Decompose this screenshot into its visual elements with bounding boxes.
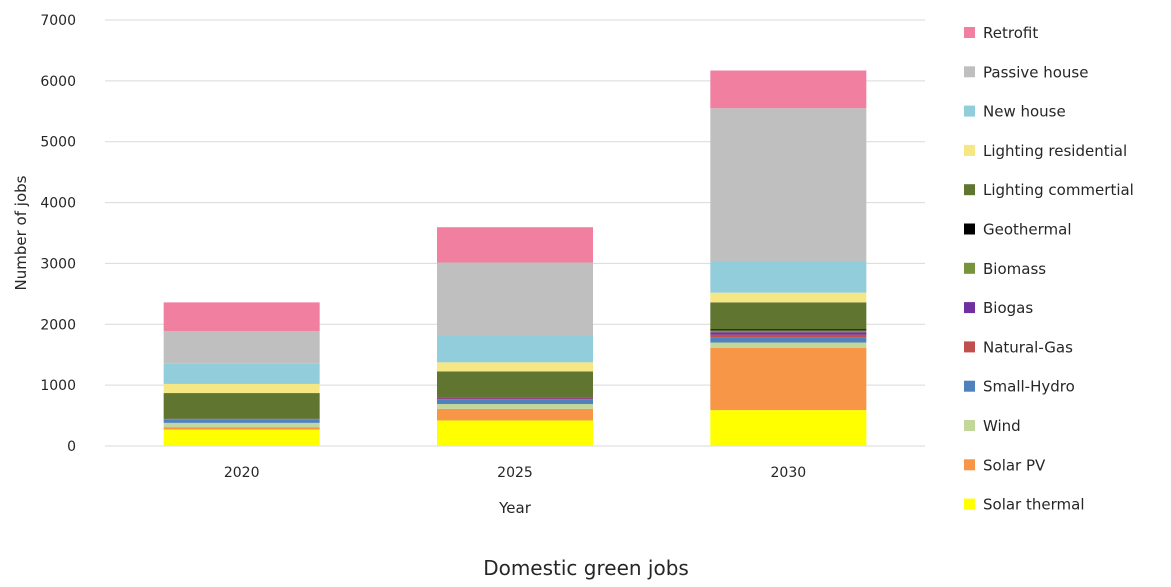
bar-segment <box>164 331 320 363</box>
x-tick-label: 2025 <box>497 465 533 481</box>
legend-swatch <box>964 224 975 235</box>
legend-label: Biomass <box>983 260 1046 278</box>
legend-label: Lighting commertial <box>983 181 1134 199</box>
legend-swatch <box>964 420 975 431</box>
y-tick-label: 2000 <box>40 317 76 333</box>
bars <box>164 71 867 446</box>
bar-segment <box>437 362 593 371</box>
legend-swatch <box>964 27 975 38</box>
legend-label: Passive house <box>983 63 1088 81</box>
bar-segment <box>710 335 866 338</box>
bar-segment <box>710 302 866 329</box>
bar-segment <box>164 418 320 419</box>
bar-segment <box>710 338 866 343</box>
x-tick-label: 2020 <box>224 465 260 481</box>
legend-label: Solar PV <box>983 456 1046 474</box>
bar-segment <box>437 371 593 397</box>
y-tick-label: 4000 <box>40 196 76 212</box>
legend-swatch <box>964 184 975 195</box>
x-axis-title: Year <box>498 499 532 517</box>
y-axis-title: Number of jobs <box>12 175 30 290</box>
legend-label: New house <box>983 103 1066 121</box>
legend: Retrofit Passive house New house Lighting r… <box>964 24 1134 514</box>
legend-label: Small-Hydro <box>983 378 1075 396</box>
legend-swatch <box>964 66 975 77</box>
bar-segment <box>437 399 593 404</box>
bar-segment <box>164 430 320 446</box>
bar-segment <box>164 363 320 384</box>
y-tick-label: 0 <box>67 439 76 455</box>
bar-segment <box>710 293 866 303</box>
bar-segment <box>437 263 593 336</box>
legend-label: Wind <box>983 417 1021 435</box>
bar-segment <box>164 393 320 418</box>
bar-segment <box>710 348 866 410</box>
y-tick-label: 3000 <box>40 256 76 272</box>
bar-segment <box>164 384 320 393</box>
bar-segment <box>437 397 593 398</box>
legend-swatch <box>964 145 975 156</box>
legend-label: Biogas <box>983 299 1033 317</box>
chart-title: Domestic green jobs <box>483 556 689 580</box>
bar-segment <box>710 261 866 293</box>
legend-swatch <box>964 459 975 470</box>
bar-segment <box>164 302 320 331</box>
y-tick-label: 6000 <box>40 74 76 90</box>
bar-segment <box>164 419 320 420</box>
bar-segment <box>710 71 866 109</box>
y-axis-ticks: 0 1000 2000 3000 4000 5000 6000 7000 <box>40 13 76 455</box>
bar-segment <box>437 398 593 399</box>
legend-swatch <box>964 106 975 117</box>
y-tick-label: 7000 <box>40 13 76 29</box>
bar-segment <box>164 427 320 429</box>
bar-segment <box>164 423 320 427</box>
bar-segment <box>710 108 866 261</box>
legend-label: Solar thermal <box>983 496 1084 514</box>
bar-segment <box>710 343 866 348</box>
bar-segment <box>437 227 593 262</box>
bar-segment <box>710 329 866 330</box>
bar-segment <box>164 420 320 423</box>
legend-swatch <box>964 381 975 392</box>
legend-swatch <box>964 499 975 510</box>
bar-segment <box>437 420 593 446</box>
bar-segment <box>437 399 593 400</box>
bar-segment <box>437 336 593 363</box>
bar-segment <box>437 404 593 409</box>
legend-label: Geothermal <box>983 221 1072 239</box>
bar-segment <box>437 409 593 421</box>
legend-label: Lighting residential <box>983 142 1127 160</box>
bar-segment <box>710 332 866 334</box>
bar-segment <box>710 410 866 446</box>
legend-swatch <box>964 302 975 313</box>
x-tick-label: 2030 <box>771 465 807 481</box>
legend-swatch <box>964 263 975 274</box>
y-tick-label: 5000 <box>40 135 76 151</box>
legend-swatch <box>964 341 975 352</box>
y-tick-label: 1000 <box>40 378 76 394</box>
legend-label: Natural-Gas <box>983 338 1073 356</box>
x-axis-ticks: 2020 2025 2030 <box>224 465 806 481</box>
legend-label: Retrofit <box>983 24 1038 42</box>
bar-segment <box>710 330 866 332</box>
